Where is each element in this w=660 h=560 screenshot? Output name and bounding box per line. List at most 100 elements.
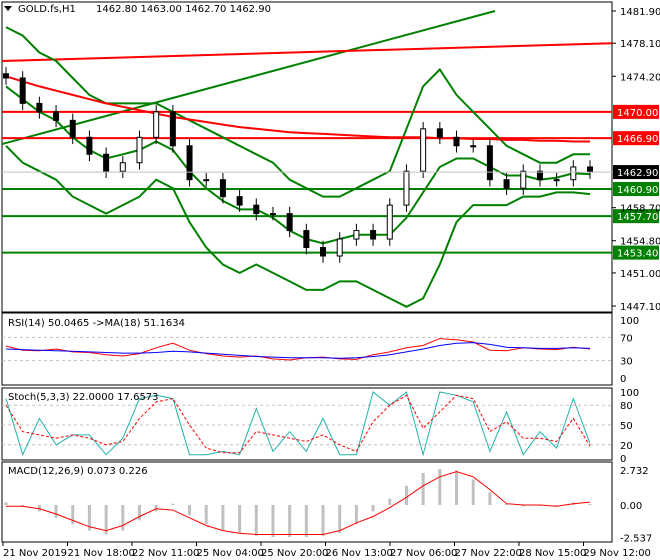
macd-histogram-bar bbox=[54, 505, 58, 518]
macd-histogram-bar bbox=[555, 505, 559, 506]
candle-body bbox=[353, 230, 360, 240]
stoch-tick-label: 80 bbox=[620, 401, 633, 412]
stoch-d-line bbox=[5, 394, 591, 454]
level-label-bg bbox=[613, 245, 659, 260]
symbol-label: GOLD.fs,H1 bbox=[18, 4, 76, 15]
candle-body bbox=[186, 145, 193, 181]
macd-histogram-bar bbox=[404, 485, 408, 505]
level-label-bg bbox=[613, 182, 659, 197]
candle-body bbox=[19, 77, 26, 104]
collapse-triangle-icon[interactable] bbox=[4, 6, 12, 11]
macd-histogram-bar bbox=[87, 505, 91, 531]
macd-tick-label: 2.732 bbox=[620, 466, 649, 477]
time-tick-label: 21 Nov 18:00 bbox=[68, 548, 135, 559]
level-label-bg bbox=[613, 131, 659, 146]
macd-histogram-bar bbox=[204, 505, 208, 525]
macd-histogram-bar bbox=[137, 505, 141, 521]
candle-body bbox=[203, 179, 210, 182]
candle-body bbox=[269, 213, 276, 216]
candle-body bbox=[470, 145, 477, 148]
candle-body bbox=[3, 73, 9, 79]
candle-body bbox=[286, 213, 293, 232]
time-tick-label: 26 Nov 13:00 bbox=[326, 548, 393, 559]
rsi-tick-label: 0 bbox=[620, 374, 626, 385]
macd-tick-label: 0.00 bbox=[620, 501, 642, 512]
macd-tick-label: -2.537 bbox=[620, 534, 652, 545]
macd-histogram-bar bbox=[171, 503, 175, 505]
time-tick-label: 27 Nov 06:00 bbox=[390, 548, 457, 559]
rsi-ma-line bbox=[5, 342, 591, 359]
level-label: 1470.00 bbox=[617, 108, 658, 119]
macd-histogram-bar bbox=[121, 505, 125, 531]
pane-frame-2 bbox=[1, 387, 613, 461]
candle-body bbox=[520, 170, 527, 189]
macd-histogram-bar bbox=[455, 470, 459, 505]
time-tick-label: 27 Nov 22:00 bbox=[455, 548, 522, 559]
macd-histogram-bar bbox=[505, 503, 509, 505]
macd-histogram-bar bbox=[421, 472, 425, 505]
ohlc-readout: 1462.80 1463.00 1462.70 1462.90 bbox=[96, 4, 271, 15]
candle-body bbox=[320, 247, 327, 257]
stoch-k-line bbox=[5, 391, 591, 457]
rsi-title: RSI(14) 50.0465 ->MA(18) 51.1634 bbox=[8, 318, 185, 329]
pane-frame-1 bbox=[1, 312, 613, 386]
candle-body bbox=[136, 136, 143, 164]
candle-body bbox=[36, 102, 43, 113]
candle-body bbox=[386, 204, 393, 240]
candle-body bbox=[486, 145, 493, 181]
rsi-tick-label: 100 bbox=[620, 316, 639, 327]
trendline-red bbox=[1, 42, 613, 63]
level-label: 1453.40 bbox=[617, 249, 658, 260]
macd-histogram-bar bbox=[188, 505, 192, 516]
level-label: 1460.90 bbox=[617, 185, 658, 196]
candle-body bbox=[336, 238, 343, 257]
macd-histogram-bar bbox=[288, 505, 292, 538]
macd-histogram-bar bbox=[221, 505, 225, 531]
macd-histogram-bar bbox=[37, 505, 41, 512]
moving-average bbox=[5, 75, 590, 143]
macd-histogram-bar bbox=[371, 505, 375, 512]
macd-histogram-bar bbox=[4, 502, 8, 505]
candle-body bbox=[453, 136, 460, 147]
price-tick-label: 1454.80 bbox=[620, 237, 660, 248]
macd-histogram-bar bbox=[21, 505, 25, 506]
stoch-tick-label: 20 bbox=[620, 441, 633, 452]
candle-body bbox=[53, 111, 60, 121]
stoch-tick-label: 50 bbox=[620, 421, 633, 432]
macd-histogram-bar bbox=[271, 505, 275, 538]
level-label-bg bbox=[613, 209, 659, 224]
stoch-title: Stoch(5,3,3) 22.0000 17.6573 bbox=[8, 392, 159, 403]
rsi-line bbox=[5, 338, 591, 361]
rsi-tick-label: 70 bbox=[620, 333, 633, 344]
candle-body bbox=[536, 170, 543, 181]
candle-body bbox=[303, 230, 310, 249]
macd-histogram-bar bbox=[438, 469, 442, 505]
rsi-tick-label: 30 bbox=[620, 357, 633, 368]
candle-body bbox=[253, 204, 260, 215]
macd-histogram-bar bbox=[71, 505, 75, 525]
time-tick-label: 29 Nov 12:00 bbox=[584, 548, 651, 559]
price-tick-label: 1481.90 bbox=[620, 7, 660, 18]
macd-histogram-bar bbox=[388, 498, 392, 505]
level-label-bg bbox=[613, 104, 659, 119]
macd-histogram-bar bbox=[354, 505, 358, 525]
macd-title: MACD(12,26,9) 0.073 0.226 bbox=[8, 466, 148, 477]
candle-body bbox=[103, 153, 110, 172]
current-price-bg bbox=[613, 165, 659, 180]
trendline-green bbox=[1, 10, 496, 146]
pane-frame-0 bbox=[1, 1, 613, 313]
macd-histogram-bar bbox=[338, 505, 342, 534]
price-tick-label: 1451.00 bbox=[620, 269, 660, 280]
macd-histogram-bar bbox=[471, 479, 475, 505]
candle-body bbox=[119, 162, 126, 172]
candle-body bbox=[403, 170, 410, 206]
candle-body bbox=[86, 136, 93, 155]
candle-body bbox=[436, 128, 443, 138]
candle-body bbox=[420, 128, 427, 172]
candle-body bbox=[219, 179, 226, 198]
price-tick-label: 1447.10 bbox=[620, 302, 660, 313]
time-tick-label: 21 Nov 2019 bbox=[3, 548, 67, 559]
stoch-tick-label: 100 bbox=[620, 388, 639, 399]
macd-histogram-bar bbox=[488, 492, 492, 505]
